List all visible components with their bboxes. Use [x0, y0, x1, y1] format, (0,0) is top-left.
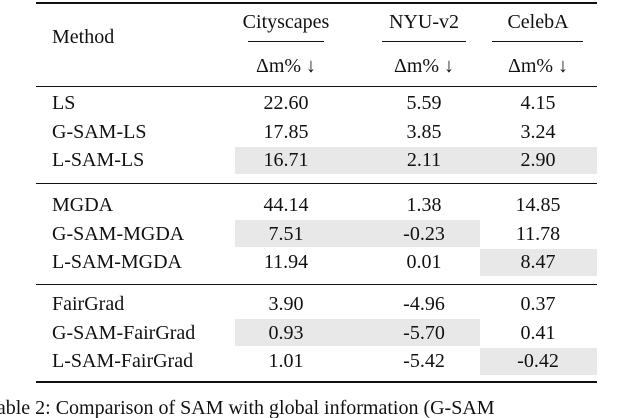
method-name: L-SAM-FairGrad	[52, 350, 194, 373]
highlight-cell	[235, 319, 338, 347]
cell-value: 5.59	[406, 92, 442, 114]
dataset-underline	[382, 41, 466, 42]
dataset-header: Cityscapes	[242, 11, 330, 33]
cell-value: 0.01	[406, 251, 442, 274]
highlight-cell	[235, 146, 338, 174]
cell-value: 2.90	[520, 149, 556, 172]
method-name: LS	[52, 92, 76, 114]
metric-header: Δm% ↓	[393, 55, 455, 77]
cell-value: -5.70	[403, 321, 445, 344]
dataset-header: CelebA	[507, 11, 569, 33]
cell-value: 8.47	[520, 251, 556, 274]
group-rule	[36, 284, 597, 285]
highlight-cell	[480, 248, 597, 276]
cell-value: 1.01	[268, 350, 304, 373]
cell-value: 4.15	[520, 92, 556, 114]
cell-value: 44.14	[263, 194, 309, 216]
method-name: MGDA	[52, 194, 114, 216]
caption: Table 2: Comparison of SAM with global i…	[0, 397, 495, 418]
highlight-cell	[338, 146, 480, 174]
dataset-header: NYU-v2	[389, 11, 459, 33]
cell-value: 7.51	[268, 222, 304, 245]
cell-value: 16.71	[263, 149, 309, 172]
metric-header: Δm% ↓	[507, 55, 569, 77]
method-header: Method	[52, 26, 115, 48]
dataset-underline	[248, 41, 324, 42]
cell-value: 1.38	[406, 194, 442, 216]
cell-value: -0.42	[517, 350, 559, 373]
bottom-rule	[36, 381, 597, 383]
top-rule	[36, 2, 597, 4]
cell-value: -0.23	[403, 222, 445, 245]
cell-value: 3.90	[268, 293, 304, 315]
method-name: L-SAM-LS	[52, 149, 145, 172]
method-name: G-SAM-MGDA	[52, 222, 185, 245]
cell-value: -5.42	[403, 350, 445, 373]
method-name: FairGrad	[52, 293, 125, 315]
highlight-cell	[480, 347, 597, 375]
method-name: G-SAM-LS	[52, 120, 147, 143]
group-rule	[36, 183, 597, 184]
cell-value: 17.85	[263, 120, 309, 143]
cell-value: 3.85	[406, 120, 442, 143]
cell-value: -4.96	[403, 293, 445, 315]
method-name: G-SAM-FairGrad	[52, 321, 196, 344]
highlight-cell	[338, 220, 480, 248]
cell-value: 22.60	[263, 92, 309, 114]
cell-value: 3.24	[520, 120, 556, 143]
cell-value: 2.11	[406, 149, 442, 172]
cell-value: 0.93	[268, 321, 304, 344]
highlight-cell	[480, 146, 597, 174]
header-rule	[36, 86, 597, 87]
cell-value: 0.37	[520, 293, 556, 315]
highlight-cell	[235, 220, 338, 248]
cell-value: 11.78	[515, 222, 561, 245]
highlight-cell	[338, 319, 480, 347]
cell-value: 14.85	[515, 194, 561, 216]
method-name: L-SAM-MGDA	[52, 251, 182, 274]
dataset-underline	[492, 41, 583, 42]
cell-value: 0.41	[520, 321, 556, 344]
metric-header: Δm% ↓	[255, 55, 317, 77]
cell-value: 11.94	[263, 251, 309, 274]
